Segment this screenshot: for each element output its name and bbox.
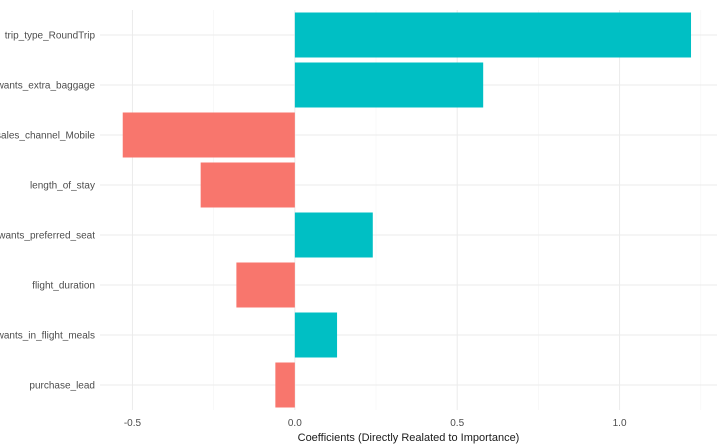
x-tick-label: 1.0 — [613, 418, 627, 429]
bar-wants-extra-baggage — [294, 62, 484, 108]
x-axis-title: Coefficients (Directly Realated to Impor… — [298, 432, 520, 444]
bar-sales-channel-mobile — [122, 112, 295, 158]
bars — [122, 12, 692, 408]
x-tick-label: 0.5 — [450, 418, 464, 429]
bar-flight-duration — [236, 262, 295, 308]
y-tick-label: wants_preferred_seat — [0, 231, 95, 242]
bar-wants-preferred-seat — [294, 212, 373, 258]
bar-purchase-lead — [275, 362, 295, 408]
bar-length-of-stay — [200, 162, 295, 208]
y-tick-label: wants_extra_baggage — [0, 81, 95, 92]
y-tick-label: length_of_stay — [30, 181, 95, 192]
y-tick-labels: trip_type_RoundTrip wants_extra_baggagesa… — [0, 31, 95, 392]
x-tick-labels: -0.5 0.0 0.5 1.0 — [124, 418, 627, 429]
y-tick-label: flight_duration — [32, 281, 95, 292]
bar-wants-in-flight-meals — [294, 312, 338, 358]
x-tick-label: -0.5 — [124, 418, 142, 429]
x-tick-label: 0.0 — [288, 418, 302, 429]
bar-trip-type-roundtrip — [294, 12, 692, 58]
y-tick-label: sales_channel_Mobile — [0, 131, 95, 142]
y-tick-label: trip_type_RoundTrip — [5, 31, 96, 42]
y-tick-label: purchase_lead — [29, 381, 95, 392]
y-tick-label: wants_in_flight_meals — [0, 331, 95, 342]
